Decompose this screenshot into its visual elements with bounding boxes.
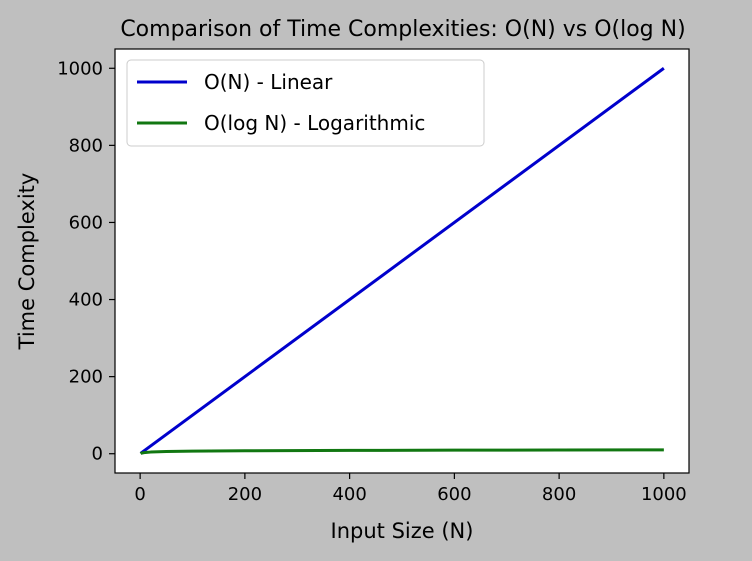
x-tick-label: 200 bbox=[228, 484, 262, 505]
series-layer bbox=[139, 67, 665, 455]
x-tick-label: 0 bbox=[134, 484, 145, 505]
x-tick-label: 400 bbox=[332, 484, 366, 505]
series-line-logarithmic bbox=[139, 448, 664, 455]
y-tick-label: 0 bbox=[92, 444, 103, 465]
y-tick-label: 200 bbox=[69, 367, 103, 388]
y-tick-label: 1000 bbox=[57, 58, 103, 79]
legend-box bbox=[126, 59, 485, 147]
x-axis-label: Input Size (N) bbox=[331, 519, 474, 543]
y-tick-label: 400 bbox=[69, 290, 103, 311]
legend-label-logarithmic: O(log N) - Logarithmic bbox=[204, 111, 425, 135]
y-tick-label: 600 bbox=[69, 212, 103, 233]
y-axis-label: Time Complexity bbox=[15, 173, 39, 351]
legend: O(N) - Linear O(log N) - Logarithmic bbox=[126, 59, 485, 147]
legend-label-linear: O(N) - Linear bbox=[204, 70, 333, 94]
series-line-linear bbox=[139, 67, 665, 455]
y-axis: 0 200 400 600 800 1000 bbox=[57, 58, 115, 465]
x-tick-label: 800 bbox=[542, 484, 576, 505]
x-tick-label: 1000 bbox=[641, 484, 687, 505]
y-tick-label: 800 bbox=[69, 135, 103, 156]
x-tick-label: 600 bbox=[437, 484, 471, 505]
chart-title: Comparison of Time Complexities: O(N) vs… bbox=[120, 17, 685, 42]
x-axis: 0 200 400 600 800 1000 bbox=[134, 473, 687, 505]
plot-frame bbox=[114, 48, 690, 474]
